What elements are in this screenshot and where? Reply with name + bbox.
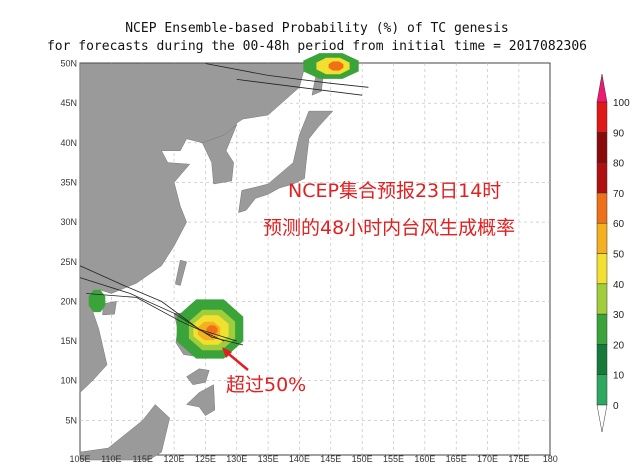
colorbar-segment <box>596 101 608 133</box>
lon-label: 170E <box>477 454 498 464</box>
lat-label: 10N <box>60 376 77 386</box>
probability-area <box>88 289 106 313</box>
lat-label: 30N <box>60 217 77 227</box>
track <box>86 293 225 342</box>
land-polygon <box>201 124 238 185</box>
colorbar-label: 0 <box>613 401 619 412</box>
colorbar-segment <box>596 313 608 345</box>
lat-label: 15N <box>60 336 77 346</box>
colorbar-cap <box>596 404 608 433</box>
track <box>79 265 237 342</box>
lat-label: 35N <box>60 177 77 187</box>
land-polygon <box>238 110 334 213</box>
annotation: 超过50% <box>226 374 306 396</box>
probability-areas <box>88 53 359 359</box>
colorbar-cap <box>596 73 608 103</box>
lon-label: 140E <box>289 454 310 464</box>
colorbar-segment <box>596 162 608 194</box>
colorbar-label: 30 <box>613 310 625 321</box>
lon-label: 175E <box>508 454 529 464</box>
colorbar-segment <box>596 253 608 285</box>
lon-label: 160E <box>414 454 435 464</box>
lon-label: 145E <box>320 454 341 464</box>
track <box>205 63 369 88</box>
lon-label: 125E <box>195 454 216 464</box>
colorbar-label: 50 <box>613 250 625 261</box>
lon-label: 135E <box>258 454 279 464</box>
colorbar-segment <box>596 132 608 163</box>
colorbar-label: 40 <box>613 280 625 291</box>
title-line: NCEP Ensemble-based Probability (%) of T… <box>125 21 509 36</box>
colorbar-label: 80 <box>613 159 625 170</box>
colorbar-label: 20 <box>613 340 625 351</box>
colorbar-segment <box>596 344 608 375</box>
colorbar-label: 70 <box>613 189 625 200</box>
annotation: NCEP集合预报23日14时 <box>288 180 501 202</box>
colorbar-segment <box>596 283 608 315</box>
probability-area <box>328 61 344 71</box>
title-line: for forecasts during the 00-48h period f… <box>47 39 587 54</box>
lon-label: 105E <box>69 454 90 464</box>
lat-label: 20N <box>60 296 77 306</box>
lat-label: 5N <box>65 415 77 425</box>
lon-label: 150E <box>352 454 373 464</box>
lat-label: 50N <box>60 59 77 69</box>
arrow-head <box>222 347 232 358</box>
land-polygon <box>79 63 307 394</box>
colorbar-label: 90 <box>613 128 625 139</box>
lon-label: 155E <box>383 454 404 464</box>
colorbar-segment <box>596 192 608 224</box>
lon-label: 130E <box>226 454 247 464</box>
lon-label: 180 <box>543 454 558 464</box>
colorbar-label: 10 <box>613 371 625 382</box>
annotation: 预测的48小时内台风生成概率 <box>263 217 515 239</box>
colorbar-segment <box>596 374 608 406</box>
track <box>236 79 363 96</box>
lat-label: 45N <box>60 98 77 108</box>
lon-label: 120E <box>164 454 185 464</box>
land-polygon <box>186 384 216 416</box>
colorbar-label: 100 <box>613 98 630 109</box>
storm-tracks <box>79 63 369 346</box>
lon-label: 110E <box>101 454 121 464</box>
colorbar-segment <box>596 222 608 254</box>
land-polygon <box>186 368 210 385</box>
colorbar-label: 60 <box>613 219 625 230</box>
lon-label: 165E <box>446 454 467 464</box>
colorbar: 0 10 20 30 40 50 60 70 80 90 100 <box>596 73 630 433</box>
land-polygon <box>79 404 170 461</box>
lat-label: 25N <box>60 257 77 267</box>
lat-label: 40N <box>60 138 77 148</box>
lon-label: 115E <box>133 454 153 464</box>
land-polygon <box>175 259 187 286</box>
